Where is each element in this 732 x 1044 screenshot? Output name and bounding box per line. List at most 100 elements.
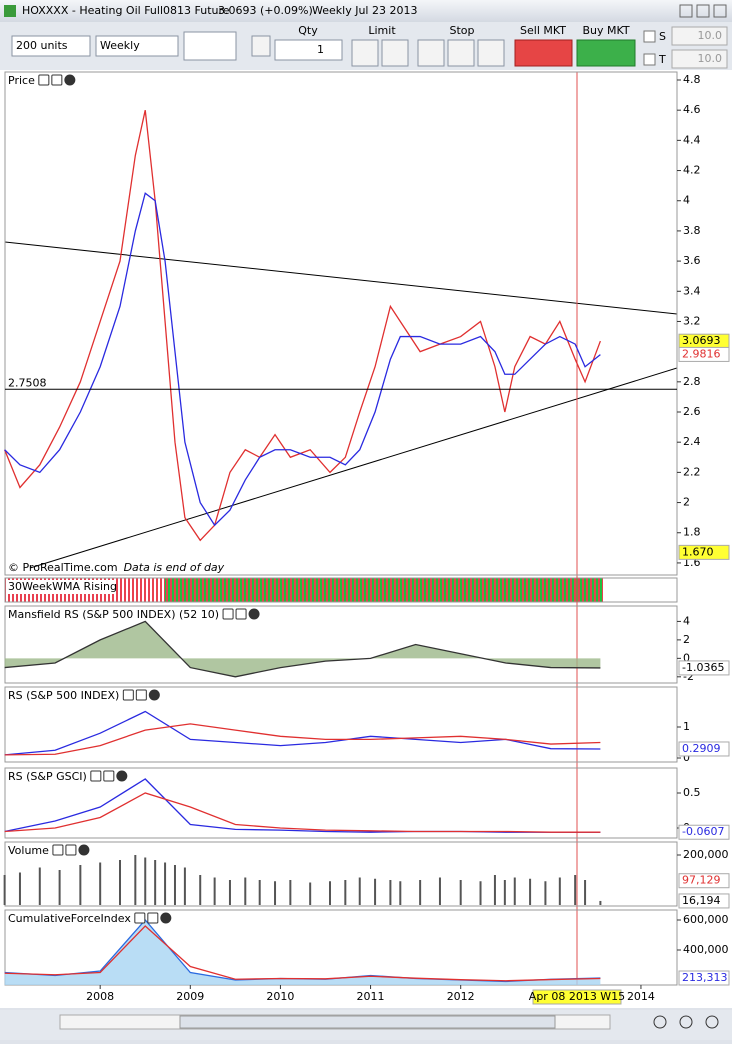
y-tick-label: 1.8: [683, 526, 701, 539]
panel-icon: [103, 770, 115, 782]
limit-buy[interactable]: [351, 39, 379, 67]
panel-frame: [4, 605, 678, 684]
cursor-label: Apr 08 2013 W15: [529, 990, 625, 1003]
window-period: Weekly Jul 23 2013: [312, 4, 417, 17]
panel-icon: [116, 770, 128, 782]
strip-title: 30WeekWMA Rising: [8, 580, 117, 593]
y-tick-label: 4: [683, 614, 690, 627]
y-tick-label: 0: [683, 751, 690, 764]
volume-bar: [274, 881, 277, 905]
volume-bar: [479, 881, 482, 905]
s-input[interactable]: [671, 26, 728, 46]
volume-bar: [144, 857, 147, 905]
y-tick-label: 2.8: [683, 375, 701, 388]
volume-bar: [58, 870, 61, 905]
panel-icon: [135, 689, 147, 701]
s-checkbox[interactable]: [643, 30, 656, 43]
cursor-tag: [532, 989, 622, 1005]
trend-line: [5, 241, 677, 315]
volume-bar: [358, 877, 361, 905]
sell-button[interactable]: [514, 39, 573, 67]
stop-buy[interactable]: [417, 39, 445, 67]
volume-bar: [99, 862, 102, 905]
series-line: [4, 723, 601, 756]
volume-bar: [119, 860, 122, 905]
panel-frame: [4, 686, 678, 763]
zoom-reset[interactable]: [653, 1015, 667, 1029]
x-tick-label: 2010: [266, 990, 294, 1003]
t-value: 10.0: [698, 52, 723, 65]
value-tag: [678, 893, 730, 909]
panel-title: RS (S&P 500 INDEX): [8, 689, 119, 702]
volume-bar: [529, 878, 532, 905]
y-tick-label: 4.4: [683, 133, 701, 146]
value-tag: [678, 544, 730, 560]
t-input[interactable]: [671, 49, 728, 69]
close[interactable]: [713, 4, 727, 18]
window-title: HOXXXX - Heating Oil Full0813 Future: [22, 4, 230, 17]
minimize[interactable]: [679, 4, 693, 18]
value-tag-label: 0.2909: [682, 742, 721, 755]
panel-frame: [4, 767, 678, 839]
panel-icon: [248, 608, 260, 620]
y-tick-label: 2.2: [683, 465, 701, 478]
y-tick-label: 4.2: [683, 164, 701, 177]
volume-bar: [438, 877, 441, 905]
units-select[interactable]: [11, 35, 91, 57]
value-tag: [678, 873, 730, 889]
chart-area: [0, 70, 732, 1008]
series-line: [4, 710, 601, 756]
y-tick-label: 0.5: [683, 786, 701, 799]
volume-bar: [79, 865, 82, 905]
zoom-out[interactable]: [679, 1015, 693, 1029]
volume-bar: [258, 880, 261, 905]
x-tick-label: 2008: [86, 990, 114, 1003]
qty-value: 1: [317, 43, 324, 56]
panel-icon: [222, 608, 234, 620]
scroll-thumb[interactable]: [179, 1015, 556, 1029]
stop-other[interactable]: [477, 39, 505, 67]
stop-sell[interactable]: [447, 39, 475, 67]
sell-label: Sell MKT: [520, 24, 566, 37]
panel-icon: [148, 689, 160, 701]
settings[interactable]: [251, 35, 271, 57]
series-line: [4, 192, 601, 527]
s-label: S: [659, 30, 666, 43]
volume-bar: [329, 881, 332, 905]
value-tag-label: 213,313: [682, 971, 728, 984]
chart-style[interactable]: [183, 31, 237, 61]
y-tick-label: 200,000: [683, 848, 729, 861]
period-value: Weekly: [100, 39, 140, 52]
panel-icon: [235, 608, 247, 620]
volume-bar: [584, 880, 587, 905]
limit-label: Limit: [368, 24, 396, 37]
wma-strip: [165, 578, 603, 602]
limit-sell[interactable]: [381, 39, 409, 67]
value-tag: [678, 660, 730, 676]
volume-bar: [459, 880, 462, 905]
volume-bar: [183, 867, 186, 905]
y-tick-label: 2.4: [683, 435, 701, 448]
value-tag: [678, 741, 730, 757]
panel-icon: [51, 74, 63, 86]
qty-input[interactable]: [274, 39, 343, 61]
volume-bar: [173, 865, 176, 905]
buy-button[interactable]: [576, 39, 636, 67]
maximize[interactable]: [696, 4, 710, 18]
period-select[interactable]: [95, 35, 179, 57]
title-bar: [0, 0, 732, 22]
t-checkbox[interactable]: [643, 53, 656, 66]
y-tick-label: 1: [683, 720, 690, 733]
panel-title: RS (S&P GSCI): [8, 770, 87, 783]
series-line: [4, 792, 601, 833]
zoom-in[interactable]: [705, 1015, 719, 1029]
area: [4, 920, 601, 985]
y-tick-label: 400,000: [683, 943, 729, 956]
level-label: 2.7508: [8, 376, 47, 389]
copyright: © ProRealTime.com: [8, 561, 118, 574]
volume-bar: [18, 872, 21, 905]
t-label: T: [658, 53, 666, 66]
value-tag: [678, 346, 730, 362]
x-tick-label: 2009: [176, 990, 204, 1003]
